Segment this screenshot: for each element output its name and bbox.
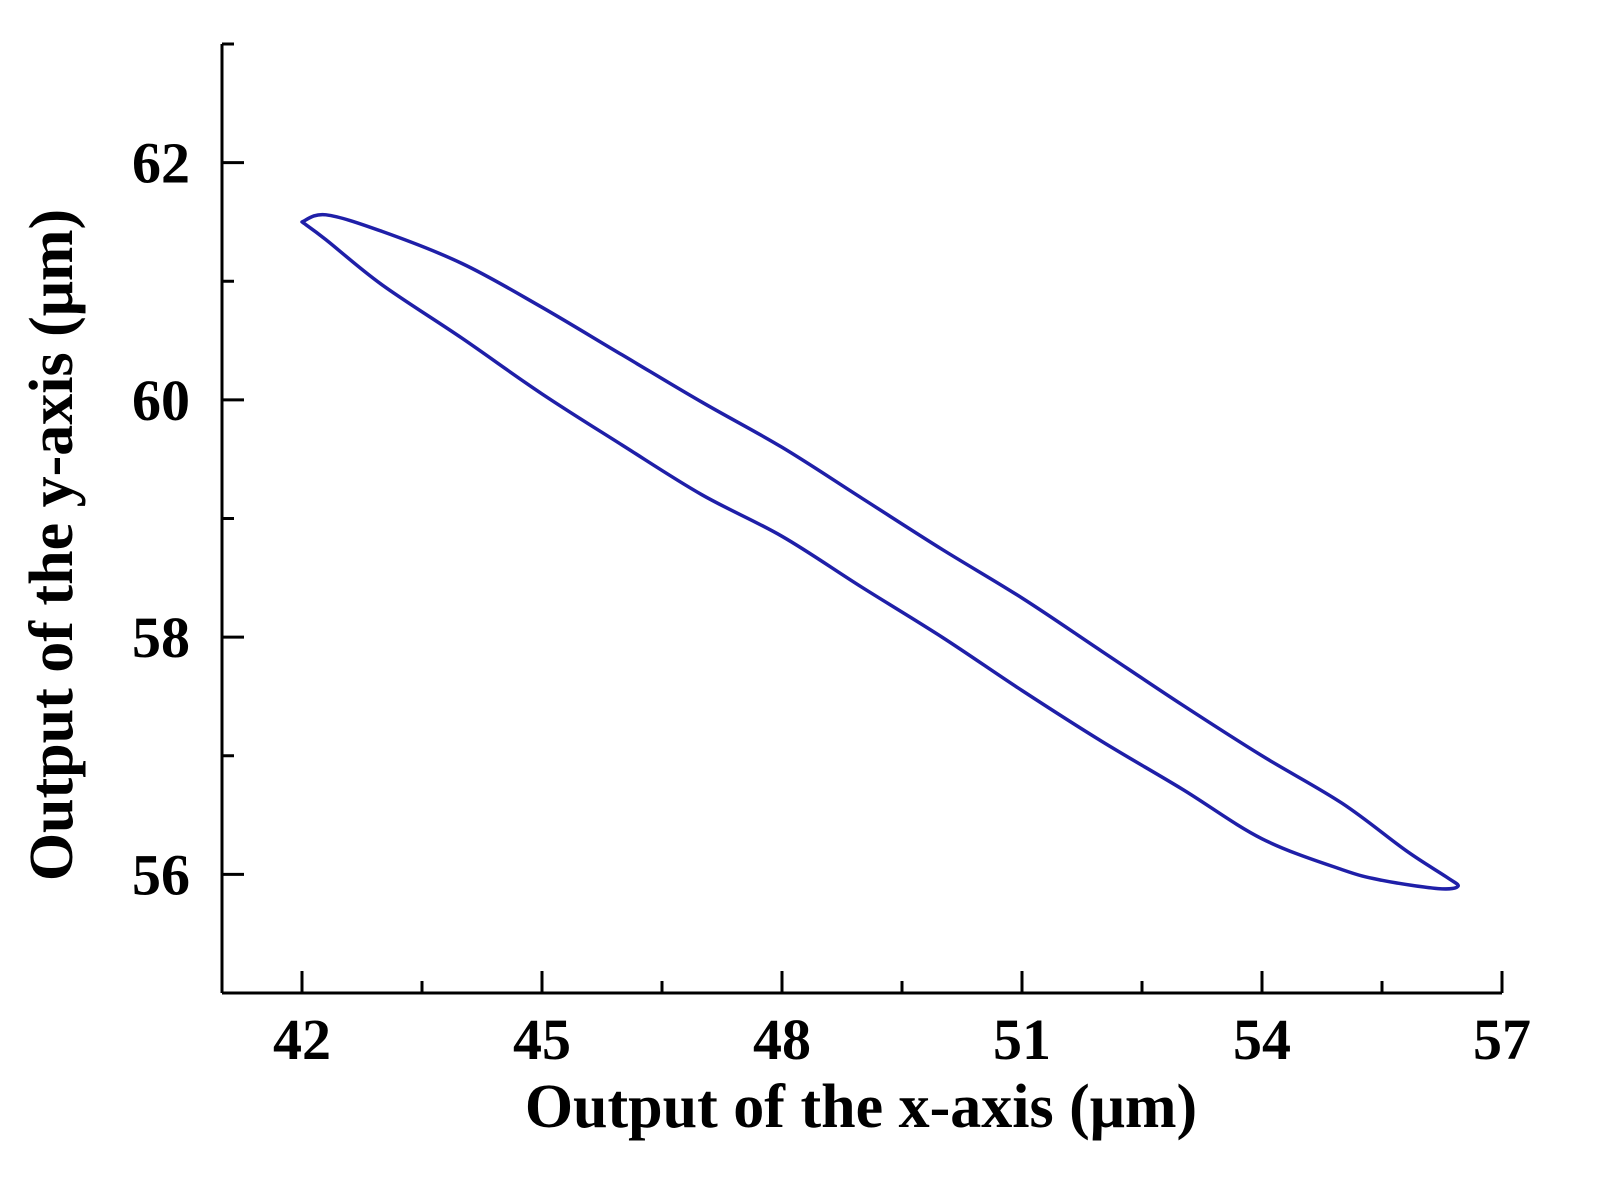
y-tick-label: 56 (132, 842, 190, 907)
y-axis-title: Output of the y-axis (μm) (18, 209, 86, 881)
y-tick-label: 58 (132, 605, 190, 670)
x-tick-label: 57 (1473, 1007, 1531, 1072)
x-axis-ticks: 42 45 48 51 54 57 (273, 971, 1531, 1072)
x-tick-label: 45 (513, 1007, 571, 1072)
x-tick-label: 54 (1233, 1007, 1291, 1072)
y-tick-label: 62 (132, 131, 190, 196)
axes (220, 44, 1502, 995)
series-loop-line (300, 212, 1460, 891)
x-tick-label: 42 (273, 1007, 331, 1072)
x-axis-title: Output of the x-axis (μm) (525, 1073, 1197, 1141)
y-axis-ticks: 56 58 60 62 (132, 42, 244, 907)
y-tick-label: 60 (132, 368, 190, 433)
plot-area (300, 212, 1460, 891)
x-tick-label: 51 (993, 1007, 1051, 1072)
x-tick-label: 48 (753, 1007, 811, 1072)
